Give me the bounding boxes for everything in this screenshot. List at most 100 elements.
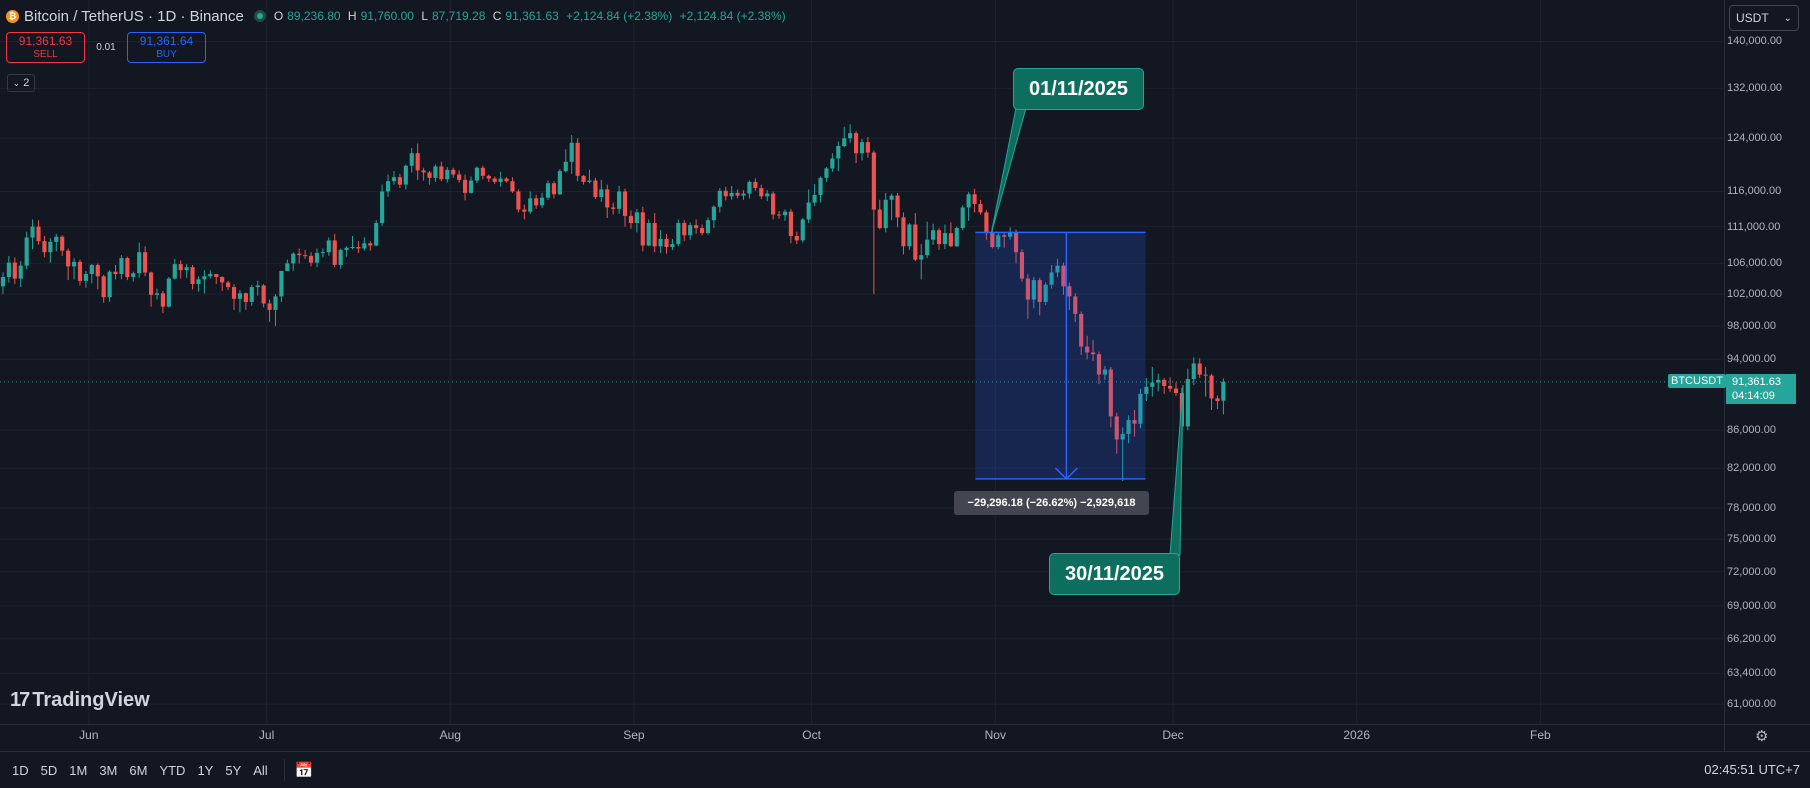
candle-body <box>575 142 580 176</box>
candle-body <box>984 212 989 234</box>
callout-start[interactable]: 01/11/2025 <box>1013 68 1144 110</box>
candle-body <box>119 258 124 274</box>
candle-body <box>433 166 438 178</box>
candle-body <box>741 193 746 196</box>
callout-end[interactable]: 30/11/2025 <box>1049 553 1180 595</box>
range-all[interactable]: All <box>253 762 268 778</box>
price-tick-label: 124,000.00 <box>1727 132 1783 145</box>
range-5y[interactable]: 5Y <box>225 762 242 778</box>
candle-body <box>1167 385 1173 389</box>
ohlc-open: 89,236.80 <box>287 9 341 23</box>
range-ytd[interactable]: YTD <box>159 762 186 778</box>
range-3m[interactable]: 3M <box>99 762 118 778</box>
candle-body <box>966 194 971 208</box>
candle-body <box>154 293 160 295</box>
candle-body <box>729 192 734 197</box>
range-6m[interactable]: 6M <box>129 762 148 778</box>
candle-body <box>273 296 278 310</box>
candle-body <box>397 177 402 185</box>
sell-button[interactable]: 91,361.63 SELL <box>6 32 85 63</box>
candle-body <box>954 228 959 247</box>
candle-body <box>658 238 663 247</box>
bottom-toolbar: 1D 5D 1M 3M 6M YTD 1Y 5Y All 📅 <box>0 751 1810 788</box>
candle-body <box>18 265 23 279</box>
range-1m[interactable]: 1M <box>69 762 88 778</box>
candle-body <box>1090 352 1096 355</box>
candle-body <box>445 169 450 180</box>
callout-end-pointer <box>1169 385 1184 556</box>
time-tick-label: Nov <box>984 728 1006 742</box>
candle-body <box>332 240 337 265</box>
candle-body <box>380 191 385 224</box>
candle-body <box>1173 388 1179 394</box>
candles <box>0 124 1226 481</box>
candle-body <box>990 233 995 247</box>
candle-body <box>806 202 811 220</box>
time-tick-label: 2026 <box>1343 728 1371 742</box>
candle-body <box>267 303 272 310</box>
candle-body <box>190 267 195 284</box>
candle-body <box>569 142 574 162</box>
range-1d[interactable]: 1D <box>12 762 29 778</box>
price-tick-label: 63,400.00 <box>1727 667 1776 680</box>
candle-body <box>581 175 586 182</box>
candle-body <box>89 264 94 274</box>
candle-body <box>1150 382 1155 387</box>
price-tick-label: 61,000.00 <box>1727 698 1776 711</box>
bar-countdown: 04:14:09 <box>1732 389 1775 402</box>
candle-body <box>457 174 462 180</box>
candle-body <box>350 246 355 248</box>
candle-body <box>1049 272 1054 285</box>
currency-select[interactable]: USDT ⌄ <box>1729 5 1799 31</box>
candle-body <box>214 273 219 278</box>
candle-body <box>1002 235 1007 237</box>
candle-body <box>1008 232 1013 237</box>
candle-body <box>1120 433 1125 440</box>
candle-body <box>504 178 509 182</box>
candle-body <box>759 188 764 197</box>
candle-body <box>936 230 942 245</box>
candle-body <box>362 243 367 249</box>
candle-body <box>1108 369 1113 417</box>
candle-body <box>279 270 284 297</box>
buy-label: BUY <box>156 48 177 60</box>
goto-date-icon[interactable]: 📅 <box>294 762 314 779</box>
candle-body <box>60 236 65 251</box>
price-tick-label: 86,000.00 <box>1727 424 1776 437</box>
ohlc-low: 87,719.28 <box>432 9 486 23</box>
ohlc-change: +2,124.84 (+2.38%) <box>566 9 673 23</box>
buy-button[interactable]: 91,361.64 BUY <box>127 32 206 63</box>
range-5d[interactable]: 5D <box>40 762 58 778</box>
range-1y[interactable]: 1Y <box>197 762 214 778</box>
candle-body <box>42 241 47 253</box>
price-chart[interactable] <box>0 0 1810 751</box>
candle-body <box>1203 374 1208 376</box>
candle-body <box>498 178 503 182</box>
settings-icon[interactable]: ⚙ <box>1755 728 1769 745</box>
candle-body <box>534 198 539 206</box>
tradingview-logo[interactable]: 17 TradingView <box>10 689 150 712</box>
candle-body <box>451 169 456 175</box>
clock[interactable]: 02:45:51 UTC+7 <box>1704 762 1800 777</box>
candle-body <box>557 171 562 195</box>
candle-body <box>895 195 900 218</box>
symbol-title[interactable]: Bitcoin / TetherUS · 1D · Binance <box>24 7 244 25</box>
candle-body <box>611 207 616 209</box>
candle-body <box>243 293 248 302</box>
candle-body <box>409 153 414 166</box>
ohlc-change-2: +2,124.84 (+2.38%) <box>679 9 786 23</box>
time-tick-label: Aug <box>439 728 461 742</box>
candle-body <box>848 133 853 139</box>
candle-body <box>907 224 912 247</box>
candle-body <box>948 233 953 247</box>
time-tick-label: Jun <box>79 728 99 742</box>
candle-body <box>125 258 130 278</box>
candle-body <box>587 180 592 182</box>
price-tick-label: 94,000.00 <box>1727 353 1776 366</box>
candle-body <box>220 277 225 283</box>
indicators-toggle[interactable]: ⌄ 2 <box>7 74 35 92</box>
candle-body <box>1126 420 1131 434</box>
candle-body <box>237 293 243 299</box>
candle-body <box>30 226 35 238</box>
candle-body <box>978 203 983 213</box>
